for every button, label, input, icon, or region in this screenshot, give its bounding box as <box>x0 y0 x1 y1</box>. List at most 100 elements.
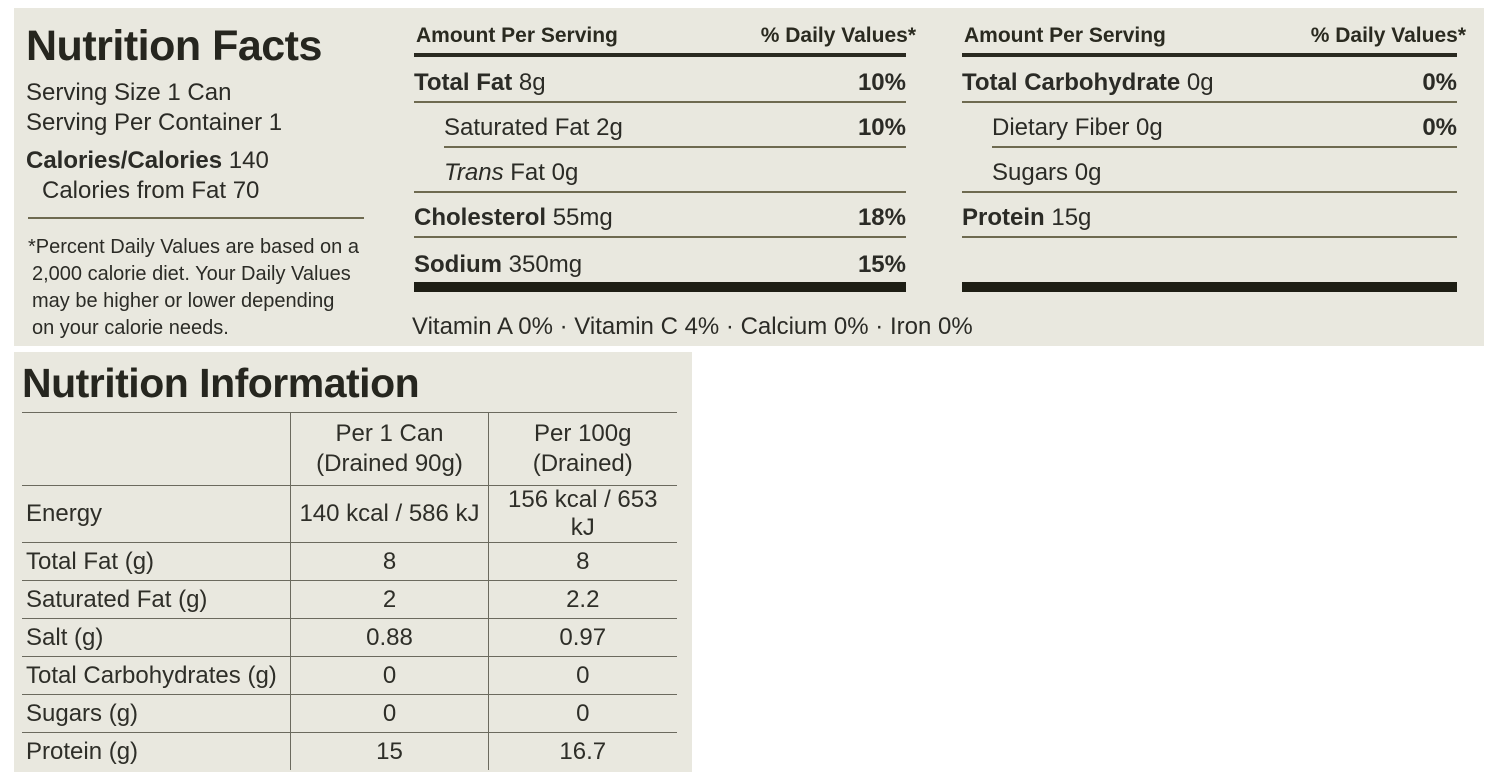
total-fat-amount: 8g <box>518 69 546 96</box>
calories-value: 140 <box>228 147 269 174</box>
header-amount-per-serving-right: Amount Per Serving <box>964 24 1166 47</box>
per-100g-value: 0 <box>488 694 677 733</box>
footnote-line-1: *Percent Daily Values are based on a <box>28 236 359 258</box>
bottom-thick-rule-right <box>962 282 1457 292</box>
cholesterol-amount: 55mg <box>552 204 613 231</box>
table-row: Total Fat (g) 8 8 <box>22 542 677 581</box>
trans-fat-amount: Fat 0g <box>510 159 579 186</box>
sodium-amount: 350mg <box>508 251 583 278</box>
table-row: Sugars (g) 0 0 <box>22 694 677 733</box>
row-rule <box>414 191 906 193</box>
header-rule <box>414 53 906 57</box>
protein-amount: 15g <box>1051 204 1092 231</box>
cholesterol-dv: 18% <box>857 204 906 231</box>
cholesterol-row: Cholesterol 55mg <box>414 203 613 232</box>
per-100g-header: Per 100g (Drained) <box>488 412 677 486</box>
divider <box>28 217 364 219</box>
row-label: Energy <box>22 485 291 543</box>
total-carbohydrate-label: Total Carbohydrate <box>962 69 1181 96</box>
per-can-value: 2 <box>290 580 489 619</box>
per-100g-value: 0.97 <box>488 618 677 657</box>
per-can-value: 0.88 <box>290 618 489 657</box>
header-rule-right <box>962 53 1457 57</box>
total-fat-row: Total Fat 8g <box>414 68 546 97</box>
nutrition-information-title: Nutrition Information <box>22 360 420 406</box>
row-rule <box>444 146 906 148</box>
per-can-header: Per 1 Can (Drained 90g) <box>290 412 489 486</box>
sugars-amount: 0g <box>1074 159 1102 186</box>
table-row: Saturated Fat (g) 2 2.2 <box>22 580 677 619</box>
sodium-label: Sodium <box>414 251 502 278</box>
trans-fat-label: Trans <box>444 159 504 186</box>
row-rule <box>962 191 1457 193</box>
sodium-dv: 15% <box>857 251 906 278</box>
row-rule <box>414 101 906 103</box>
saturated-fat-row: Saturated Fat 2g <box>444 113 623 142</box>
serving-size: Serving Size 1 Can <box>26 79 232 106</box>
protein-row: Protein 15g <box>962 203 1091 232</box>
calories-label: Calories/Calories <box>26 147 223 174</box>
total-fat-label: Total Fat <box>414 69 513 96</box>
per-100g-value: 8 <box>488 542 677 581</box>
cholesterol-label: Cholesterol <box>414 204 547 231</box>
servings-per-container: Serving Per Container 1 <box>26 109 283 136</box>
per-100g-value: 16.7 <box>488 732 677 770</box>
nutrition-information-table: Per 1 Can (Drained 90g) Per 100g (Draine… <box>22 412 677 770</box>
saturated-fat-label: Saturated Fat <box>444 114 590 141</box>
per-can-value: 8 <box>290 542 489 581</box>
row-label: Sugars (g) <box>22 694 291 733</box>
row-rule <box>962 236 1457 238</box>
calories-from-fat: Calories from Fat 70 <box>42 177 260 204</box>
row-label: Total Carbohydrates (g) <box>22 656 291 695</box>
per-100g-header-line-2: (Drained) <box>532 450 633 477</box>
calories-line: Calories/Calories 140 <box>26 146 269 175</box>
row-rule <box>414 236 906 238</box>
nutrition-information-panel: Nutrition Information Per 1 Can (Drained… <box>14 352 692 772</box>
vitamins-line: Vitamin A 0% · Vitamin C 4% · Calcium 0%… <box>412 313 973 340</box>
per-can-header-line-1: Per 1 Can <box>335 420 444 447</box>
header-amount-per-serving: Amount Per Serving <box>416 24 618 47</box>
saturated-fat-amount: 2g <box>596 114 623 141</box>
sodium-row: Sodium 350mg <box>414 250 582 279</box>
footnote-line-4: on your calorie needs. <box>32 317 229 339</box>
total-carbohydrate-dv: 0% <box>1422 69 1457 96</box>
footnote-line-3: may be higher or lower depending <box>32 290 335 312</box>
nutrition-facts-title: Nutrition Facts <box>26 22 322 70</box>
dietary-fiber-dv: 0% <box>1422 114 1457 141</box>
per-100g-value: 2.2 <box>488 580 677 619</box>
table-row: Total Carbohydrates (g) 0 0 <box>22 656 677 695</box>
per-can-value: 0 <box>290 694 489 733</box>
total-carbohydrate-row: Total Carbohydrate 0g <box>962 68 1214 97</box>
row-rule <box>962 101 1457 103</box>
footnote-line-2: 2,000 calorie diet. Your Daily Values <box>32 263 351 285</box>
dietary-fiber-label: Dietary Fiber <box>992 114 1130 141</box>
row-label: Protein (g) <box>22 732 291 770</box>
per-can-header-line-2: (Drained 90g) <box>316 450 463 477</box>
trans-fat-row: Trans Fat 0g <box>444 158 578 187</box>
per-can-value: 0 <box>290 656 489 695</box>
header-daily-values-right: % Daily Values* <box>1310 24 1466 47</box>
header-daily-values: % Daily Values* <box>760 24 916 47</box>
per-can-value: 140 kcal / 586 kJ <box>290 485 489 543</box>
per-100g-header-line-1: Per 100g <box>534 420 632 447</box>
per-can-value: 15 <box>290 732 489 770</box>
row-label: Saturated Fat (g) <box>22 580 291 619</box>
dietary-fiber-row: Dietary Fiber 0g <box>992 113 1163 142</box>
row-label: Salt (g) <box>22 618 291 657</box>
row-label: Total Fat (g) <box>22 542 291 581</box>
empty-header-cell <box>22 412 291 486</box>
per-100g-value: 0 <box>488 656 677 695</box>
total-carbohydrate-amount: 0g <box>1186 69 1214 96</box>
dietary-fiber-amount: 0g <box>1136 114 1163 141</box>
nutrition-facts-panel: Nutrition Facts Serving Size 1 Can Servi… <box>14 8 1484 346</box>
row-rule <box>992 146 1457 148</box>
table-row: Salt (g) 0.88 0.97 <box>22 618 677 657</box>
table-row: Protein (g) 15 16.7 <box>22 732 677 770</box>
sugars-label: Sugars <box>992 159 1069 186</box>
bottom-thick-rule <box>414 282 906 292</box>
table-header-row: Per 1 Can (Drained 90g) Per 100g (Draine… <box>22 412 677 486</box>
protein-label: Protein <box>962 204 1045 231</box>
saturated-fat-dv: 10% <box>857 114 906 141</box>
per-100g-value: 156 kcal / 653 kJ <box>488 485 677 543</box>
total-fat-dv: 10% <box>857 69 906 96</box>
